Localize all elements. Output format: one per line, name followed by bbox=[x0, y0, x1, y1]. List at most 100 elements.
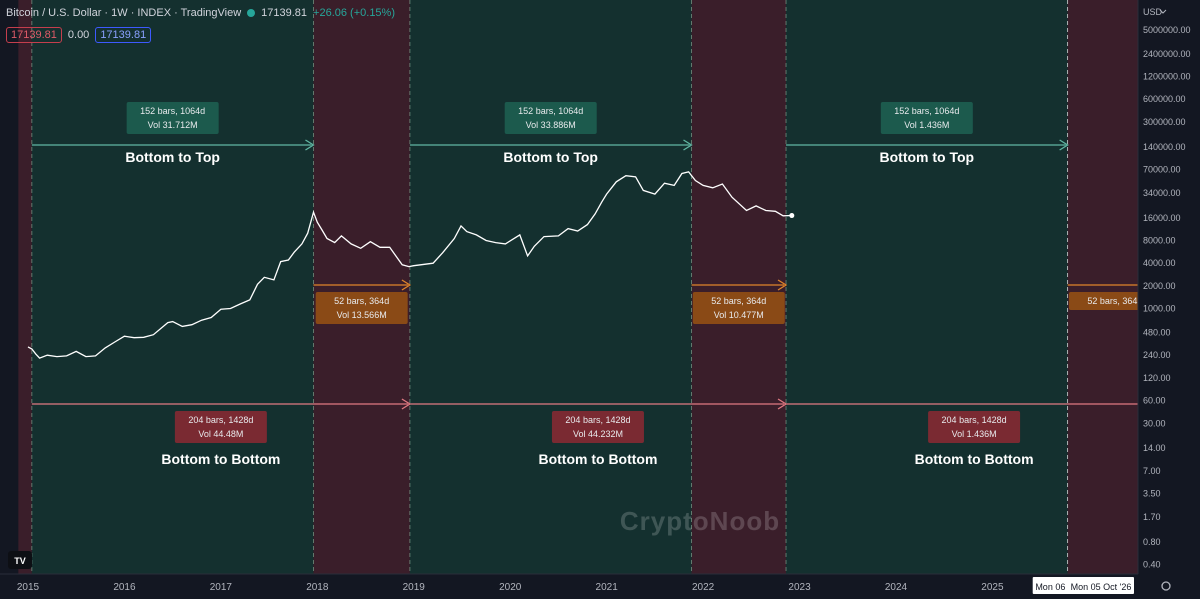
measure-vol-text: Vol 33.886M bbox=[526, 120, 576, 130]
measure-label-box[interactable] bbox=[928, 411, 1021, 443]
measure-bars-text: 52 bars, 364d bbox=[1087, 296, 1142, 306]
x-tick-label: 2021 bbox=[596, 582, 619, 593]
cycle-label: Bottom to Top bbox=[503, 149, 598, 165]
arrow-head-icon bbox=[305, 139, 315, 151]
measure-bars-text: 204 bars, 1428d bbox=[565, 415, 630, 425]
measure-bars-text: 152 bars, 1064d bbox=[140, 106, 205, 116]
sell-price-box[interactable]: 17139.81 bbox=[6, 27, 62, 43]
measure-bars-text: 52 bars, 364d bbox=[334, 296, 389, 306]
y-tick-label: 120.00 bbox=[1143, 373, 1171, 383]
y-tick-label: 70000.00 bbox=[1143, 165, 1181, 175]
y-tick-label: 1000.00 bbox=[1143, 304, 1176, 314]
measure-label-box[interactable] bbox=[692, 292, 785, 324]
cycle-label: Bottom to Bottom bbox=[161, 451, 280, 467]
y-tick-label: 600000.00 bbox=[1143, 94, 1186, 104]
ohlc-row: 17139.81 0.00 17139.81 bbox=[6, 27, 152, 43]
y-tick-label: 34000.00 bbox=[1143, 188, 1181, 198]
cycle-label: Bottom to Bottom bbox=[915, 451, 1034, 467]
zone-bear-2 bbox=[313, 0, 410, 574]
measure-bars-text: 204 bars, 1428d bbox=[942, 415, 1007, 425]
measure-label-box[interactable] bbox=[174, 411, 267, 443]
measure-bars-text: 152 bars, 1064d bbox=[518, 106, 583, 116]
arrow-head-icon bbox=[683, 139, 693, 151]
measure-vol-text: Vol 44.48M bbox=[198, 429, 243, 439]
x-tick-label: 2023 bbox=[788, 582, 811, 593]
y-tick-label: 300000.00 bbox=[1143, 117, 1186, 127]
measure-bars-text: 52 bars, 364d bbox=[711, 296, 766, 306]
tradingview-logo-text: TV bbox=[14, 556, 26, 566]
y-tick-label: 2400000.00 bbox=[1143, 49, 1191, 59]
zone-bull-5 bbox=[786, 0, 1068, 574]
tradingview-logo-icon[interactable] bbox=[8, 551, 32, 569]
chevron-down-icon[interactable] bbox=[1159, 9, 1167, 14]
measure-bars-text: 152 bars, 1064d bbox=[894, 106, 959, 116]
y-tick-label: 140000.00 bbox=[1143, 142, 1186, 152]
measure-label-box[interactable] bbox=[880, 102, 973, 134]
y-tick-label: 5000000.00 bbox=[1143, 25, 1191, 35]
measure-vol-text: Vol 10.477M bbox=[714, 310, 764, 320]
y-tick-label: 3.50 bbox=[1143, 489, 1161, 499]
y-tick-label: 0.80 bbox=[1143, 537, 1161, 547]
date-marker-box bbox=[1068, 577, 1134, 594]
measure-label-box[interactable] bbox=[315, 292, 408, 324]
price-axis-panel[interactable] bbox=[1138, 0, 1200, 599]
x-tick-label: 2022 bbox=[692, 582, 715, 593]
measure-vol-text: Vol 31.712M bbox=[148, 120, 198, 130]
y-tick-label: 14.00 bbox=[1143, 443, 1166, 453]
symbol-title[interactable]: Bitcoin / U.S. Dollar · 1W · INDEX · Tra… bbox=[6, 7, 242, 19]
zone-bull-3 bbox=[409, 0, 692, 574]
zone-bear-4 bbox=[691, 0, 787, 574]
arrow-head-icon bbox=[777, 279, 788, 291]
x-tick-label: 2025 bbox=[981, 582, 1004, 593]
cycle-label: Bottom to Top bbox=[880, 149, 975, 165]
market-status-icon bbox=[247, 9, 256, 17]
x-tick-label: 2016 bbox=[113, 582, 136, 593]
date-marker-label: Mon 06 Oct '25 bbox=[1035, 582, 1096, 592]
zone-bull-1 bbox=[31, 0, 314, 574]
last-price: 17139.81 bbox=[261, 7, 308, 19]
measure-vol-text: Vol 1.436M bbox=[952, 429, 997, 439]
measure-vol-text: Vol 13.566M bbox=[337, 310, 387, 320]
time-axis-panel[interactable] bbox=[0, 574, 1200, 599]
measure-label-box[interactable] bbox=[126, 102, 219, 134]
measure-vol-text: Vol 44.232M bbox=[573, 429, 623, 439]
x-tick-label: 2017 bbox=[210, 582, 233, 593]
arrow-head-icon bbox=[401, 279, 412, 291]
x-tick-label: 2024 bbox=[885, 582, 908, 593]
y-tick-label: 8000.00 bbox=[1143, 235, 1176, 245]
spread-value: 0.00 bbox=[67, 29, 90, 41]
y-tick-label: 60.00 bbox=[1143, 396, 1166, 406]
y-tick-label: 1200000.00 bbox=[1143, 72, 1191, 82]
y-tick-label: 4000.00 bbox=[1143, 258, 1176, 268]
y-tick-label: 7.00 bbox=[1143, 466, 1161, 476]
gear-icon[interactable] bbox=[1161, 581, 1171, 591]
measure-label-box[interactable] bbox=[504, 102, 597, 134]
measure-vol-text: Vol 1.436M bbox=[904, 120, 949, 130]
cycle-label: Bottom to Top bbox=[125, 149, 220, 165]
price-change: +26.06 (+0.15%) bbox=[313, 7, 395, 19]
x-tick-label: 2015 bbox=[17, 582, 40, 593]
y-tick-label: 16000.00 bbox=[1143, 213, 1181, 223]
watermark-text: CryptoNoob bbox=[620, 506, 780, 536]
x-tick-label: 2018 bbox=[306, 582, 329, 593]
arrow-head-icon bbox=[1059, 139, 1069, 151]
y-tick-label: 30.00 bbox=[1143, 418, 1166, 428]
y-tick-label: 2000.00 bbox=[1143, 281, 1176, 291]
measure-bars-text: 204 bars, 1428d bbox=[188, 415, 253, 425]
arrow-head-icon bbox=[401, 398, 412, 410]
price-series-line[interactable] bbox=[27, 171, 792, 359]
chart-header: Bitcoin / U.S. Dollar · 1W · INDEX · Tra… bbox=[6, 7, 395, 19]
cycle-label: Bottom to Bottom bbox=[538, 451, 657, 467]
y-tick-label: 240.00 bbox=[1143, 350, 1171, 360]
x-tick-label: 2019 bbox=[403, 582, 426, 593]
y-tick-label: 1.70 bbox=[1143, 512, 1161, 522]
buy-price-box[interactable]: 17139.81 bbox=[95, 27, 152, 43]
y-tick-label: 480.00 bbox=[1143, 328, 1171, 338]
measure-label-box[interactable] bbox=[551, 411, 644, 443]
zone-bear-6 bbox=[1067, 0, 1138, 574]
last-price-marker bbox=[789, 213, 795, 219]
date-marker-label: Mon 05 Oct '26 bbox=[1071, 582, 1132, 592]
zone-bear-0 bbox=[18, 0, 32, 574]
